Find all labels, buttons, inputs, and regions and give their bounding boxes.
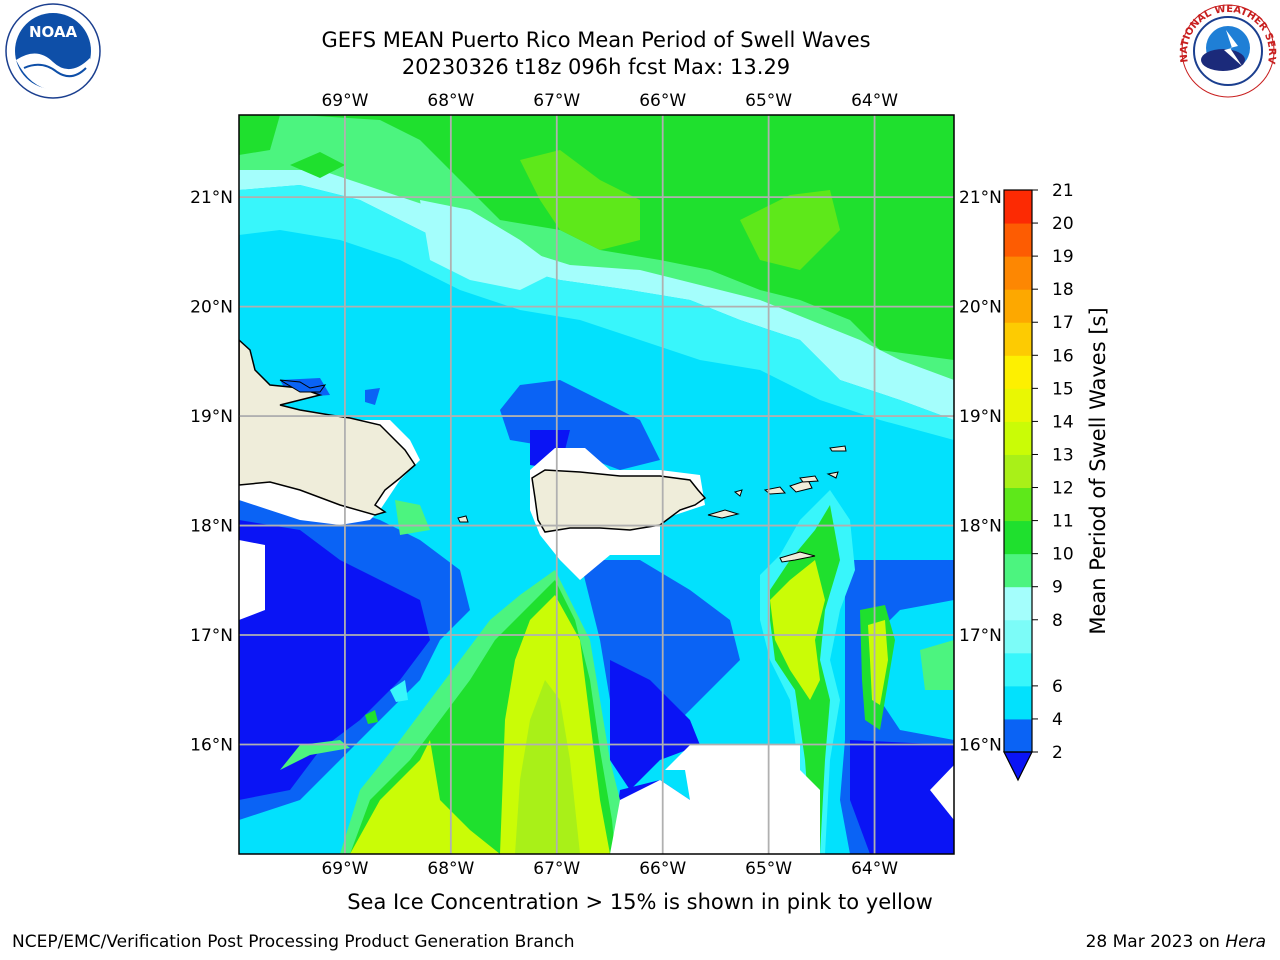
colorbar-tick-label: 18 [1052, 280, 1074, 300]
field-band-11-12-north [520, 150, 640, 250]
chart-subtitle: 20230326 t18z 096h fcst Max: 13.29 [401, 55, 791, 79]
lat-label-left: 17°N [190, 626, 233, 646]
noaa-logo: NOAA [5, 3, 101, 99]
colorbar-segment [1004, 322, 1032, 356]
lon-label-bottom: 67°W [533, 859, 580, 879]
colorbar-tick-label: 15 [1052, 379, 1074, 399]
colorbar-segment [1004, 355, 1032, 389]
colorbar-segment [1004, 487, 1032, 522]
chart-title: GEFS MEAN Puerto Rico Mean Period of Swe… [321, 28, 871, 52]
lon-label-top: 66°W [639, 91, 686, 111]
lat-label-right: 21°N [959, 188, 1002, 208]
colorbar-frame [1003, 189, 1033, 753]
colorbar-tick-label: 20 [1052, 214, 1074, 234]
colorbar-segment [1004, 652, 1032, 687]
lat-label-left: 18°N [190, 517, 233, 537]
lat-label-right: 19°N [959, 407, 1002, 427]
colorbar-segment [1004, 454, 1032, 489]
lon-label-top: 64°W [851, 91, 898, 111]
land-puerto-rico [531, 469, 707, 533]
colorbar-under-triangle [1003, 751, 1033, 782]
map-frame [238, 114, 955, 855]
lat-label-right: 16°N [959, 736, 1002, 756]
footer-host: Hera [1225, 932, 1266, 952]
graticule [239, 115, 954, 854]
colorbar-label: Mean Period of Swell Waves [s] [1086, 307, 1110, 634]
colorbar-segment [1004, 619, 1032, 654]
colorbar-tick-label: 11 [1052, 512, 1074, 532]
colorbar-tick-label: 6 [1052, 677, 1063, 697]
colorbar-tick-label: 8 [1052, 611, 1063, 631]
lat-label-left: 19°N [190, 407, 233, 427]
lat-label-right: 17°N [959, 626, 1002, 646]
colorbar-tick-label: 19 [1052, 247, 1074, 267]
lat-label-left: 21°N [190, 188, 233, 208]
colorbar-segment [1004, 520, 1032, 555]
lat-label-left: 16°N [190, 736, 233, 756]
lat-label-left: 20°N [190, 298, 233, 318]
field-band-13-14-east [770, 560, 825, 700]
lon-label-top: 68°W [427, 91, 474, 111]
lon-label-top: 65°W [745, 91, 792, 111]
lon-label-top: 67°W [533, 91, 580, 111]
lat-label-right: 20°N [959, 298, 1002, 318]
colorbar-tick-label: 10 [1052, 545, 1074, 565]
no-data-west [239, 540, 265, 820]
colorbar-tick-label: 17 [1052, 313, 1074, 333]
lat-label-right: 18°N [959, 517, 1002, 537]
colorbar-segment [1004, 289, 1032, 323]
field-band-11-12-ne [740, 190, 840, 270]
colorbar-tick-label: 12 [1052, 479, 1074, 499]
lon-label-bottom: 66°W [639, 859, 686, 879]
lon-label-top: 69°W [321, 91, 368, 111]
colorbar-tick-label: 21 [1052, 181, 1074, 201]
sea-ice-note: Sea Ice Concentration > 15% is shown in … [347, 890, 933, 914]
swell-period-field [239, 115, 954, 854]
colorbar-segment [1004, 718, 1032, 753]
nws-logo: NATIONAL WEATHER SERVICE [1178, 2, 1277, 98]
colorbar-segment [1004, 586, 1032, 621]
colorbar-tick-label: 16 [1052, 346, 1074, 366]
colorbar-segment [1004, 256, 1032, 290]
colorbar-tick-label: 13 [1052, 445, 1074, 465]
lon-label-bottom: 69°W [321, 859, 368, 879]
colorbar: 2 4 6 8 9 10 11 12 13 14 15 16 17 18 19 20 21 Mean Period… [1003, 181, 1110, 782]
lon-label-bottom: 68°W [427, 859, 474, 879]
colorbar-tick-label: 14 [1052, 412, 1074, 432]
footer-date: 28 Mar 2023 on Hera [1085, 932, 1266, 952]
colorbar-segment [1004, 190, 1032, 224]
colorbar-tick-label: 2 [1052, 743, 1063, 763]
field-band-2-4-north-pr [500, 380, 660, 470]
colorbar-segment [1004, 553, 1032, 588]
colorbar-segment [1004, 388, 1032, 422]
colorbar-segment [1004, 223, 1032, 257]
colorbar-tick-label: 9 [1052, 578, 1063, 598]
colorbar-tick-label: 4 [1052, 710, 1063, 730]
axis-labels: 69°W 69°W 68°W 68°W 67°W 67°W 66°W 66°W 65°W 65°W… [190, 91, 1002, 879]
noaa-logo-text: NOAA [29, 23, 78, 41]
footer-branch: NCEP/EMC/Verification Post Processing Pr… [12, 932, 575, 952]
lon-label-bottom: 64°W [851, 859, 898, 879]
colorbar-segment [1004, 685, 1032, 720]
colorbar-segment [1004, 421, 1032, 455]
field-under-2-west [239, 520, 430, 800]
lon-label-bottom: 65°W [745, 859, 792, 879]
